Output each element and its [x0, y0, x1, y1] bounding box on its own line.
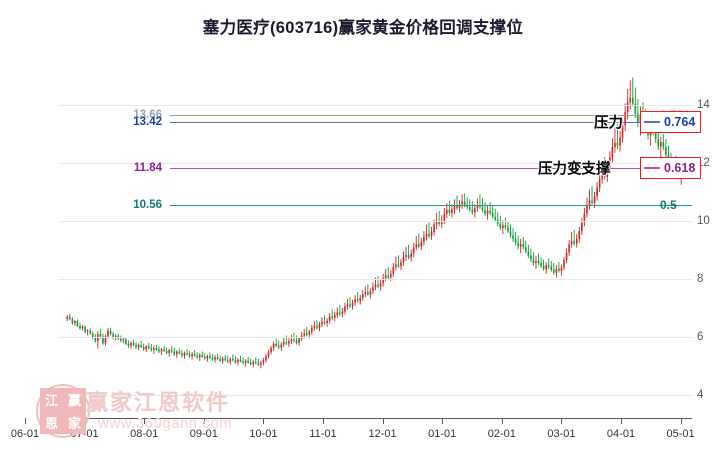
x-axis-tick — [263, 418, 265, 424]
x-axis-label: 07-01 — [70, 428, 99, 440]
x-axis-tick — [25, 418, 26, 424]
page-title: 塞力医疗(603716)赢家黄金价格回调支撑位 — [202, 19, 524, 37]
x-axis-label: 12-01 — [368, 428, 397, 440]
x-axis-tick — [442, 418, 444, 424]
fib-0764-ratio-value: 0.764 — [664, 114, 696, 129]
fib-0764-price-label: 13.42 — [133, 115, 162, 128]
gridline — [58, 163, 692, 164]
y-axis-label: 10 — [697, 215, 710, 227]
x-axis-tick — [680, 418, 682, 424]
fib-0786-line — [170, 114, 692, 116]
x-axis-tick — [144, 418, 146, 424]
fib-0618-price-label: 11.84 — [133, 161, 162, 174]
x-axis-label: 11-01 — [309, 428, 337, 440]
x-axis-tick — [323, 418, 324, 424]
annotation-fib-0764: 压力 — [594, 115, 623, 132]
x-axis-label: 01-01 — [428, 428, 457, 440]
x-axis-label: 08-01 — [130, 428, 159, 440]
annotation-fib-0618: 压力变支撑 — [538, 161, 611, 178]
x-axis-label: 05-01 — [666, 428, 695, 440]
fib-0500-price-label: 10.56 — [133, 198, 162, 211]
fib-0786-price-label: 13.66 — [133, 108, 162, 121]
x-axis-tick — [382, 418, 384, 424]
x-axis-label: 03-01 — [547, 428, 576, 440]
legend-dash-icon — [644, 166, 660, 169]
y-axis-label: 4 — [697, 389, 704, 401]
x-axis-label: 04-01 — [606, 428, 636, 440]
fib-0618-ratio-box[interactable]: 0.618 — [640, 156, 702, 179]
x-axis-tick — [621, 418, 622, 424]
gridline — [58, 105, 692, 106]
legend-dash-icon — [644, 120, 660, 123]
x-axis-line — [58, 418, 692, 419]
fib-0764-ratio-box[interactable]: 0.764 — [640, 110, 702, 133]
x-axis-label: 09-01 — [189, 428, 218, 440]
y-axis-label: 8 — [697, 273, 704, 285]
gridline — [58, 221, 692, 222]
fib-0764-line — [170, 121, 692, 123]
x-axis-tick — [84, 418, 86, 424]
x-axis-tick — [203, 418, 205, 424]
fib-0500-ratio-label: 0.5 — [660, 197, 677, 212]
gridline — [58, 279, 692, 280]
x-axis-label: 10-01 — [249, 428, 278, 440]
x-axis-tick — [561, 418, 563, 424]
fib-0500-line — [170, 204, 692, 206]
fib-0618-line — [170, 167, 692, 169]
x-axis-tick — [501, 418, 503, 424]
gridline — [58, 337, 692, 338]
fib-0618-ratio-value: 0.618 — [664, 160, 696, 175]
gridline — [58, 395, 692, 396]
y-axis-label: 14 — [697, 99, 710, 111]
x-axis-label: 06-01 — [10, 428, 40, 440]
y-axis-label: 6 — [697, 331, 704, 343]
x-axis-label: 02-01 — [487, 428, 516, 440]
